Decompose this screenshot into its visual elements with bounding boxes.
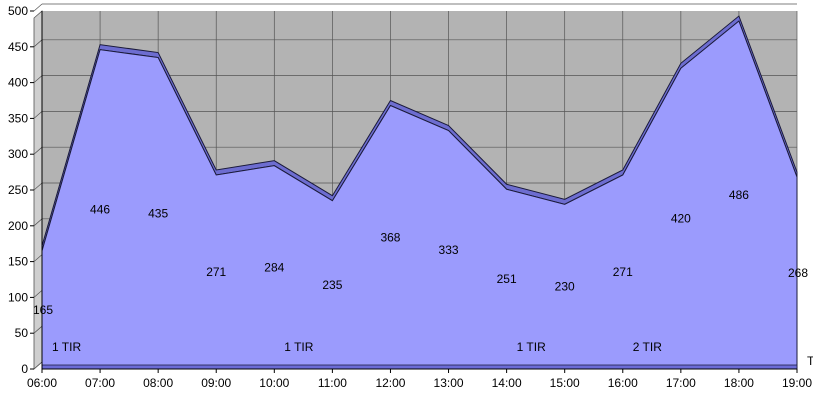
- annotation-label: 2 TIR: [633, 340, 662, 354]
- x-tick-label: 18:00: [724, 376, 754, 390]
- annotation-label: 1 TIR: [284, 340, 313, 354]
- x-tick-label: 16:00: [608, 376, 638, 390]
- annotations: 1 TIR 1 TIR 1 TIR 2 TIR: [52, 340, 662, 354]
- y-tick-label: 100: [8, 290, 28, 304]
- x-axis-ticks: 06:00 07:00 08:00 09:00 10:00 11:00 12:00 13:00…: [27, 369, 812, 390]
- data-labels: 165 446 435 271 284 235 368 333 251 230 271 420 486 2…: [33, 188, 808, 317]
- data-label: 446: [90, 202, 110, 216]
- data-label: 165: [33, 303, 53, 317]
- h-gridline-side: [33, 218, 43, 227]
- x-tick-label: 11:00: [318, 376, 347, 390]
- x-tick-label: 10:00: [259, 376, 289, 390]
- data-label: 230: [555, 280, 575, 294]
- data-label: 333: [439, 243, 459, 257]
- y-tick-label: 150: [8, 255, 28, 269]
- h-gridline-side: [33, 3, 43, 12]
- data-label: 271: [206, 265, 226, 279]
- y-tick-label: 500: [8, 4, 28, 18]
- area-fill: [41, 20, 798, 370]
- data-label: 251: [497, 272, 517, 286]
- x-tick-label: 19:00: [782, 376, 812, 390]
- x-tick-label: 15:00: [550, 376, 580, 390]
- x-tick-label: 08:00: [143, 376, 173, 390]
- h-gridline-side: [33, 75, 43, 83]
- y-tick-label: 350: [8, 111, 28, 125]
- h-gridline-side: [33, 111, 43, 119]
- annotation-label: 1 TIR: [517, 340, 546, 354]
- x-tick-label: 09:00: [201, 376, 231, 390]
- y-axis-ticks: 0 50 100 150 200 250 300 350 400 450 500: [8, 4, 34, 376]
- axes: [41, 11, 797, 370]
- h-gridline-side: [33, 182, 43, 191]
- y-tick-label: 300: [8, 147, 28, 161]
- annotation-label: 1 TIR: [52, 340, 81, 354]
- y-tick-label: 0: [21, 362, 28, 376]
- data-label: 368: [380, 230, 400, 244]
- data-label: 268: [788, 266, 808, 280]
- corner-label: T: [807, 354, 813, 368]
- x-tick-label: 17:00: [666, 376, 696, 390]
- x-tick-label: 13:00: [434, 376, 464, 390]
- data-label: 420: [671, 212, 691, 226]
- data-label: 284: [264, 260, 284, 274]
- data-label: 486: [729, 188, 749, 202]
- h-gridline-side: [33, 361, 43, 370]
- h-gridline-side: [33, 325, 43, 334]
- y-tick-label: 450: [8, 40, 28, 54]
- x-tick-label: 12:00: [375, 376, 405, 390]
- y-tick-label: 200: [8, 219, 28, 233]
- y-tick-label: 400: [8, 76, 28, 90]
- h-gridline-side: [33, 254, 43, 262]
- data-label: 271: [613, 265, 633, 279]
- y-tick-label: 250: [8, 183, 28, 197]
- y-tick-label: 50: [15, 326, 29, 340]
- x-tick-label: 14:00: [492, 376, 522, 390]
- data-label: 435: [148, 206, 168, 220]
- x-tick-label: 06:00: [27, 376, 57, 390]
- h-gridline-side: [33, 290, 43, 298]
- h-gridline-side: [33, 146, 43, 155]
- h-gridline-side: [33, 39, 43, 48]
- x-tick-label: 07:00: [85, 376, 115, 390]
- data-label: 235: [322, 278, 342, 292]
- area-floor: [41, 364, 798, 370]
